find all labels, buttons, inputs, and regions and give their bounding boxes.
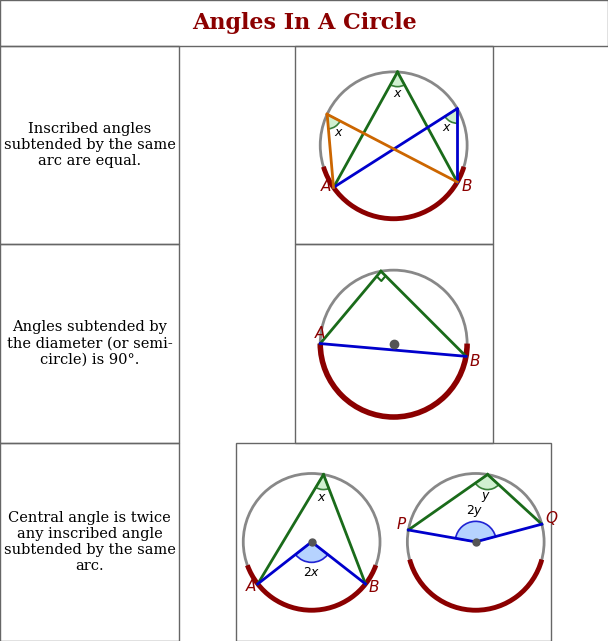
Bar (294, 244, 493, 443)
Wedge shape (295, 542, 328, 562)
Text: $P$: $P$ (396, 515, 407, 531)
Text: $2x$: $2x$ (303, 566, 320, 579)
Text: $A$: $A$ (314, 325, 326, 341)
Bar (294, 46, 493, 244)
Wedge shape (390, 72, 404, 87)
Text: Central angle is twice
any inscribed angle
subtended by the same
arc.: Central angle is twice any inscribed ang… (4, 511, 176, 573)
Text: $B$: $B$ (461, 178, 472, 194)
Wedge shape (316, 474, 329, 490)
Text: $x$: $x$ (317, 490, 326, 503)
Text: $B$: $B$ (368, 579, 380, 595)
Text: $A$: $A$ (246, 578, 258, 594)
Text: Angles subtended by
the diameter (or semi-
circle) is 90°.: Angles subtended by the diameter (or sem… (7, 320, 173, 367)
Text: $2y$: $2y$ (466, 503, 483, 519)
Text: $Q$: $Q$ (545, 509, 559, 527)
Text: Inscribed angles
subtended by the same
arc are equal.: Inscribed angles subtended by the same a… (4, 122, 176, 169)
Text: $x$: $x$ (442, 121, 452, 135)
Text: Angles In A Circle: Angles In A Circle (192, 12, 416, 34)
Wedge shape (475, 474, 499, 490)
Text: $A$: $A$ (320, 178, 333, 194)
Text: $y$: $y$ (481, 490, 491, 504)
Wedge shape (445, 108, 457, 123)
Text: $B$: $B$ (469, 353, 480, 369)
Bar (237, 443, 551, 641)
Wedge shape (327, 114, 340, 129)
Wedge shape (455, 521, 496, 542)
Text: $x$: $x$ (393, 87, 402, 101)
Text: $x$: $x$ (334, 126, 344, 139)
